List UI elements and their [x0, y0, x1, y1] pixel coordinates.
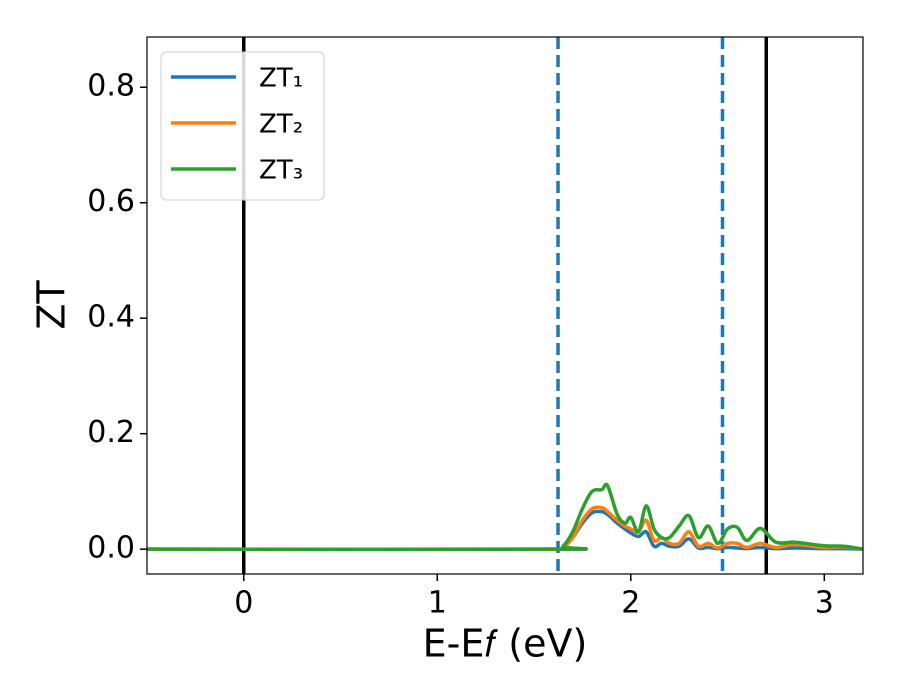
series-line [147, 505, 863, 552]
legend-label: ZT₂ [259, 110, 303, 140]
x-axis-label: E-E𝑓 (eV) [423, 622, 588, 666]
legend-label: ZT₁ [259, 64, 303, 94]
plot-area [147, 37, 863, 574]
x-tick-label: 0 [234, 586, 253, 621]
x-tick-label: 2 [621, 586, 640, 621]
plot-frame [146, 36, 864, 575]
x-tick-label: 3 [815, 586, 834, 621]
x-tick-label: 1 [428, 586, 447, 621]
y-axis-label: ZT [30, 280, 74, 330]
y-tick-label: 0.2 [87, 415, 135, 450]
y-tick-label: 0.8 [87, 69, 135, 104]
y-tick-label: 0.6 [87, 184, 135, 219]
series-line [147, 482, 863, 552]
y-tick-label: 0.4 [87, 300, 135, 335]
legend-label: ZT₃ [259, 156, 303, 186]
y-tick-label: 0.0 [87, 531, 135, 566]
legend-box [160, 51, 325, 201]
